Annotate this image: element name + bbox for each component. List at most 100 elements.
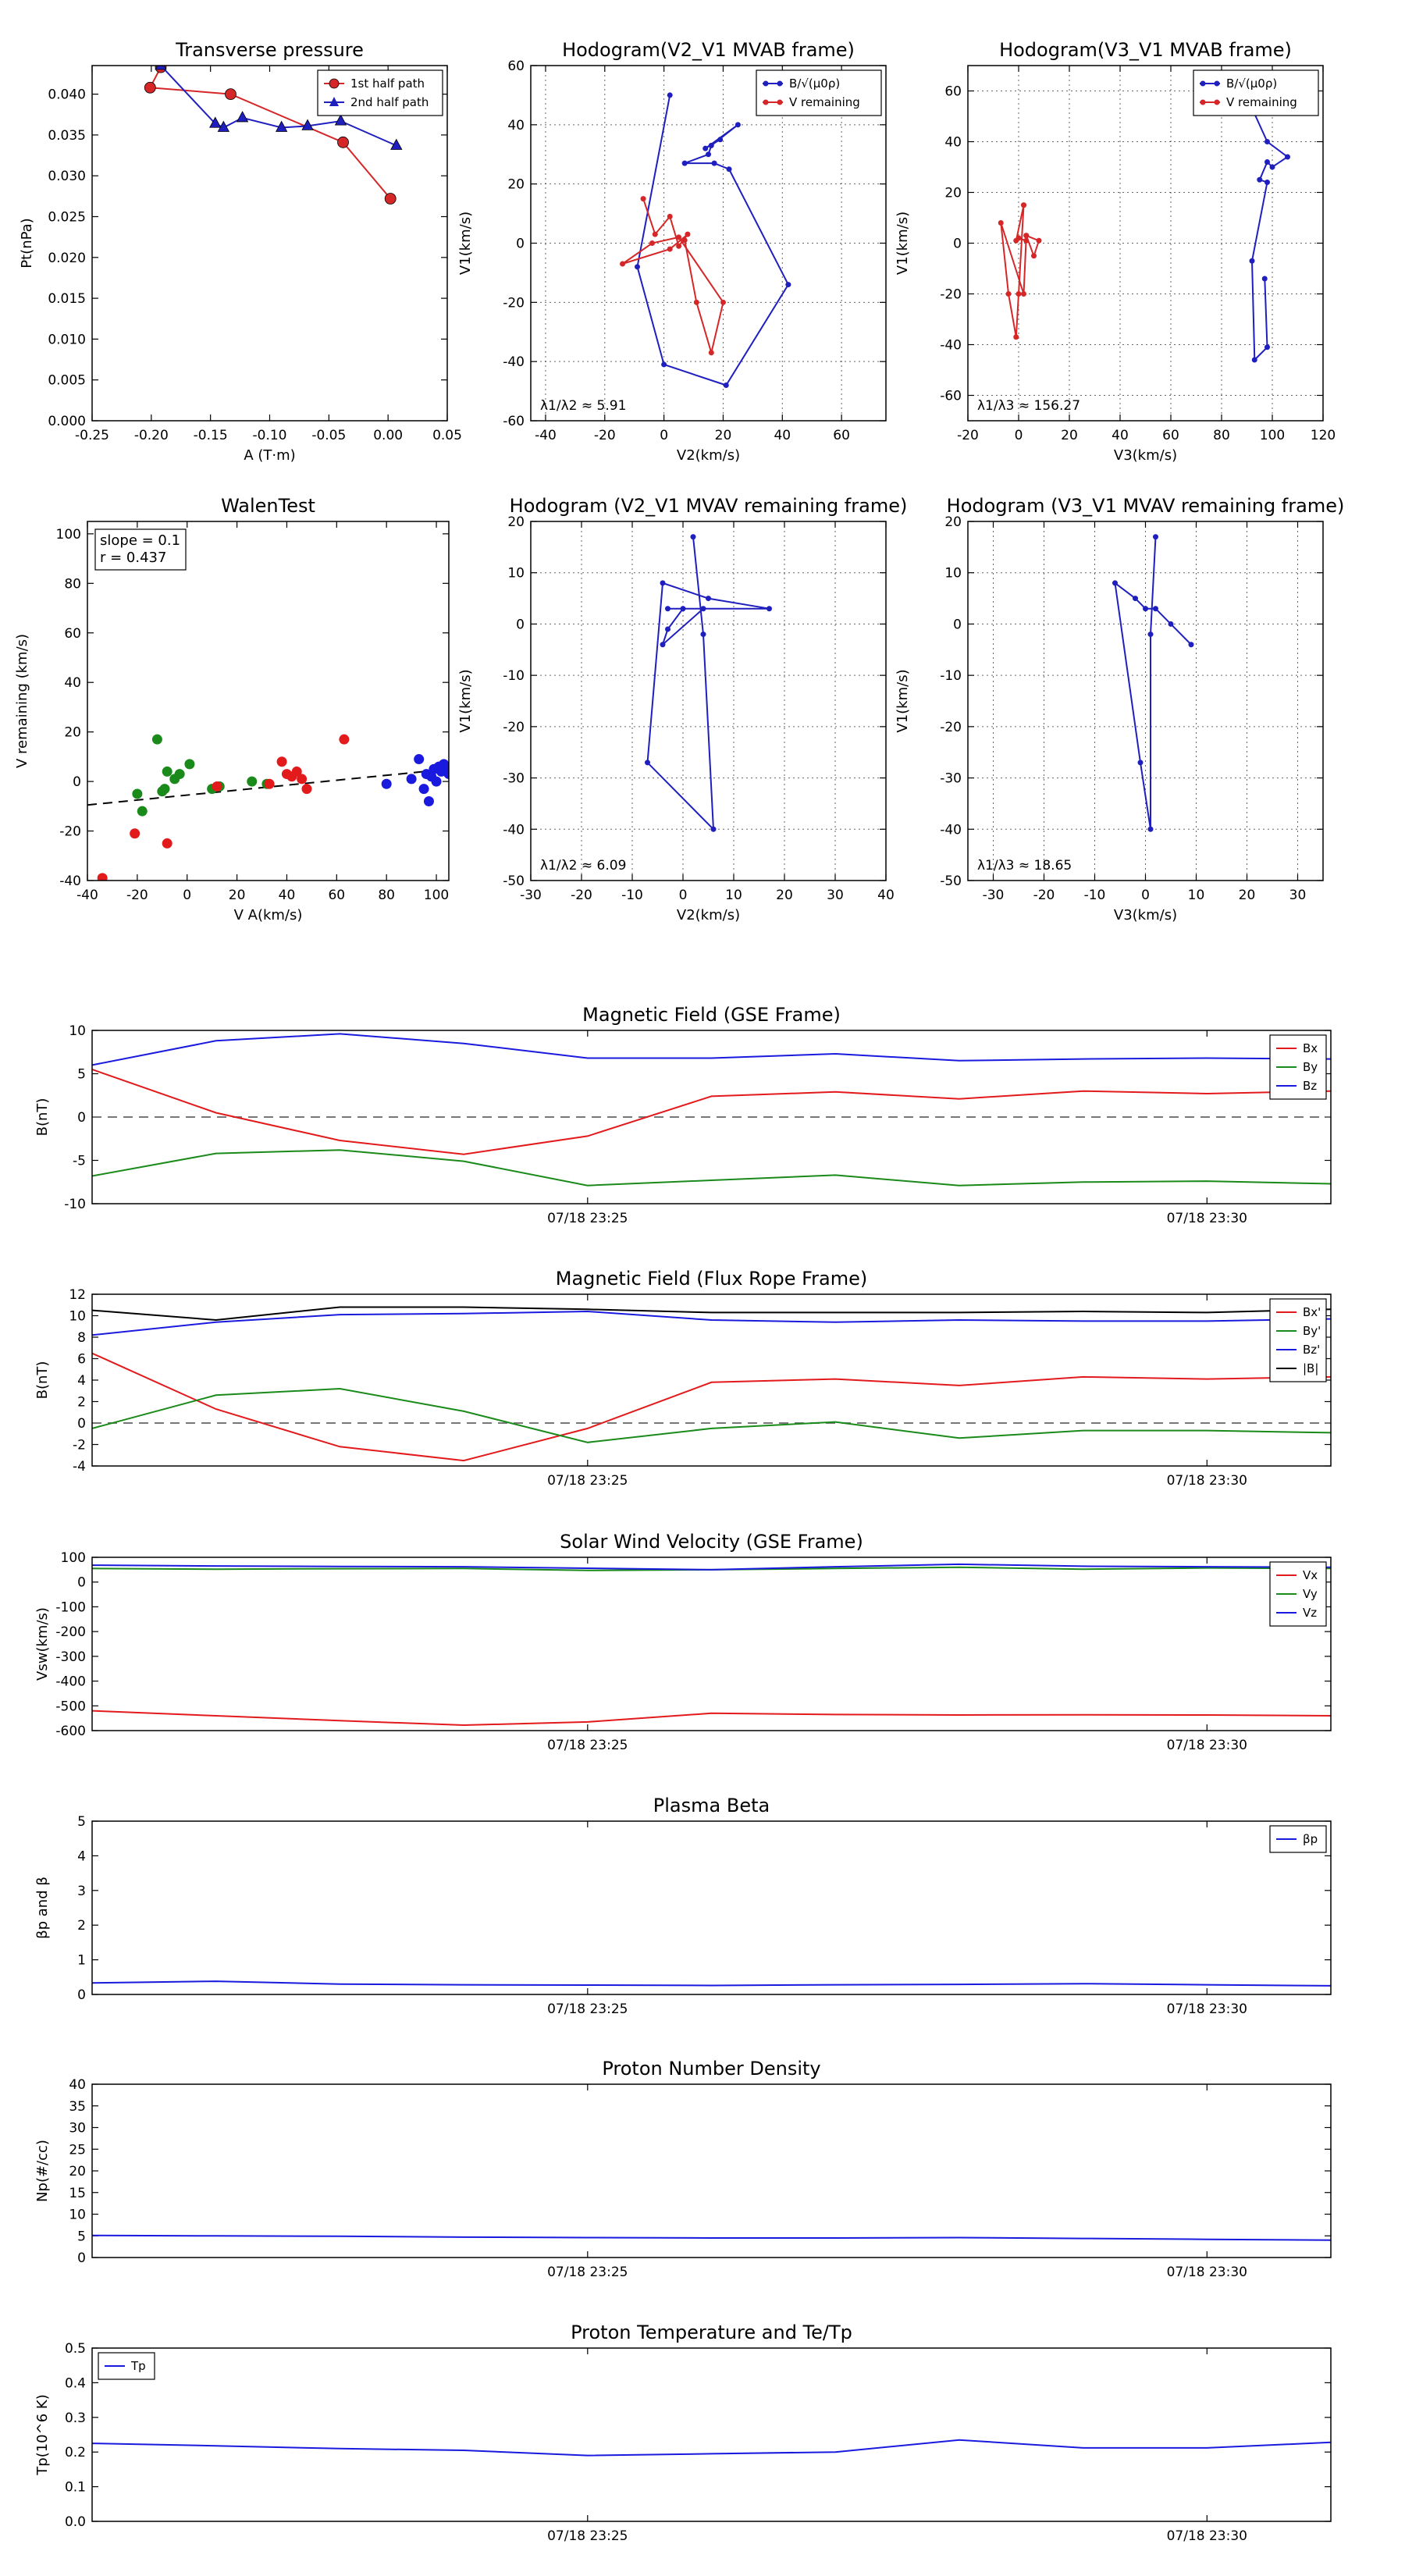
series-line-Bz — [92, 1033, 1331, 1066]
chart-h1: Hodogram(V2_V1 MVAB frame) -40 -20 0 20 40 60 -… — [457, 39, 887, 464]
marker-point — [1021, 202, 1026, 208]
y-axis-label: B(nT) — [34, 1098, 51, 1137]
series-line-B — [1114, 536, 1192, 830]
marker-point — [1023, 237, 1030, 244]
x-axis-label: V3(km/s) — [1114, 907, 1177, 923]
plot-frame — [91, 1030, 1332, 1204]
chart-title: Hodogram(V3_V1 MVAB frame) — [999, 39, 1292, 61]
series-line-Vx — [92, 1710, 1331, 1727]
marker-point — [660, 580, 666, 586]
x-tick-label: 07/18 23:25 — [547, 2001, 628, 2017]
scatter-point-red — [212, 781, 222, 792]
x-tick-label: 20 — [1061, 428, 1078, 443]
series-line-Bx — [92, 1069, 1331, 1155]
annotation-text: λ1/λ2 ≈ 6.09 — [540, 858, 626, 873]
legend-marker — [1214, 80, 1220, 87]
y-tick-label: 0.005 — [48, 373, 86, 389]
y-tick-label: 60 — [64, 626, 81, 642]
y-tick-label: 0.020 — [48, 251, 86, 266]
x-tick-label: 07/18 23:25 — [547, 1473, 628, 1489]
marker-point — [1264, 180, 1270, 185]
data-layer — [92, 1563, 1331, 1727]
x-tick-label: 0 — [1141, 888, 1150, 903]
marker-point — [144, 81, 156, 94]
y-tick-label: 60 — [507, 59, 525, 74]
y-tick-label: -20 — [59, 824, 81, 840]
y-tick-label: -5 — [73, 1154, 86, 1169]
legend-label: Bz — [1303, 1079, 1317, 1093]
y-axis-label: βp and β — [34, 1877, 51, 1939]
marker-point — [1031, 253, 1037, 259]
marker-point — [706, 151, 711, 158]
chart-title: Magnetic Field (Flux Rope Frame) — [556, 1268, 867, 1290]
chart-h3: Hodogram (V2_V1 MVAV remaining frame) -30… — [457, 495, 907, 923]
y-tick-label: -40 — [503, 354, 525, 370]
scatter-point-green — [247, 776, 258, 787]
data-layer — [92, 1033, 1331, 1187]
marker-point — [334, 114, 347, 126]
scatter-point-red — [130, 828, 140, 839]
scatter-point-green — [137, 806, 148, 817]
legend-marker — [1214, 99, 1220, 105]
chart-title: WalenTest — [221, 495, 315, 517]
marker-point — [1168, 621, 1174, 627]
x-tick-label: 0 — [660, 428, 668, 443]
marker-point — [1153, 606, 1158, 612]
scatter-point-blue — [414, 754, 425, 765]
x-tick-label: 07/18 23:30 — [1167, 2001, 1247, 2017]
y-tick-label: 0 — [953, 617, 962, 632]
marker-point — [665, 626, 670, 632]
x-tick-label: 40 — [279, 888, 296, 903]
series-line-βp — [92, 1980, 1331, 1987]
annotation-text: λ1/λ3 ≈ 156.27 — [977, 398, 1080, 414]
annotation-box — [94, 528, 187, 571]
marker-point — [1264, 139, 1270, 144]
legend-marker — [777, 99, 783, 105]
marker-point — [217, 120, 230, 132]
y-tick-label: 0.4 — [65, 2375, 86, 2391]
x-tick-label: 07/18 23:30 — [1167, 1738, 1247, 1753]
marker-point — [1153, 534, 1158, 540]
x-axis-label: V A(km/s) — [234, 907, 303, 923]
marker-point — [652, 231, 658, 237]
x-tick-label: 60 — [1162, 428, 1179, 443]
data-layer — [92, 2234, 1331, 2241]
plot-frame — [91, 1293, 1332, 1467]
series-line-V remaining — [621, 198, 724, 356]
x-tick-label: -20 — [957, 428, 979, 443]
y-axis-label: Vsw(km/s) — [34, 1607, 51, 1681]
marker-point — [225, 88, 237, 101]
data-layer — [92, 1306, 1331, 1462]
chart-title: Hodogram (V3_V1 MVAV remaining frame) — [947, 495, 1345, 517]
marker-point — [1143, 606, 1148, 612]
marker-point — [1269, 164, 1275, 170]
scatter-point-blue — [418, 784, 429, 795]
x-tick-label: 20 — [715, 428, 732, 443]
data-layer — [998, 83, 1290, 363]
y-tick-label: -50 — [503, 873, 525, 889]
fit-line — [87, 768, 449, 806]
marker-point — [1188, 642, 1194, 648]
x-tick-label: 0.05 — [432, 428, 462, 443]
y-tick-label: -2 — [73, 1438, 86, 1453]
marker-point — [667, 213, 673, 219]
x-tick-label: 07/18 23:30 — [1167, 1211, 1247, 1226]
legend-label: Bx — [1303, 1041, 1318, 1055]
x-tick-label: -20 — [1033, 888, 1055, 903]
marker-point — [1285, 154, 1290, 160]
y-axis-label: V1(km/s) — [457, 669, 474, 732]
y-tick-label: 20 — [507, 177, 525, 193]
marker-point — [236, 111, 249, 123]
series-line-B/√(μ0ρ) — [1241, 85, 1289, 362]
y-tick-label: -40 — [503, 822, 525, 838]
marker-point — [1005, 291, 1012, 297]
plot-frame — [91, 1820, 1332, 1995]
y-tick-label: 0.010 — [48, 332, 86, 347]
y-tick-label: 0.040 — [48, 87, 86, 103]
x-tick-label: -10 — [1084, 888, 1106, 903]
scatter-point-green — [184, 759, 195, 770]
legend-marker — [329, 78, 340, 89]
y-tick-label: -20 — [503, 295, 525, 311]
y-tick-label: -200 — [55, 1624, 86, 1640]
y-tick-label: 40 — [64, 675, 81, 691]
